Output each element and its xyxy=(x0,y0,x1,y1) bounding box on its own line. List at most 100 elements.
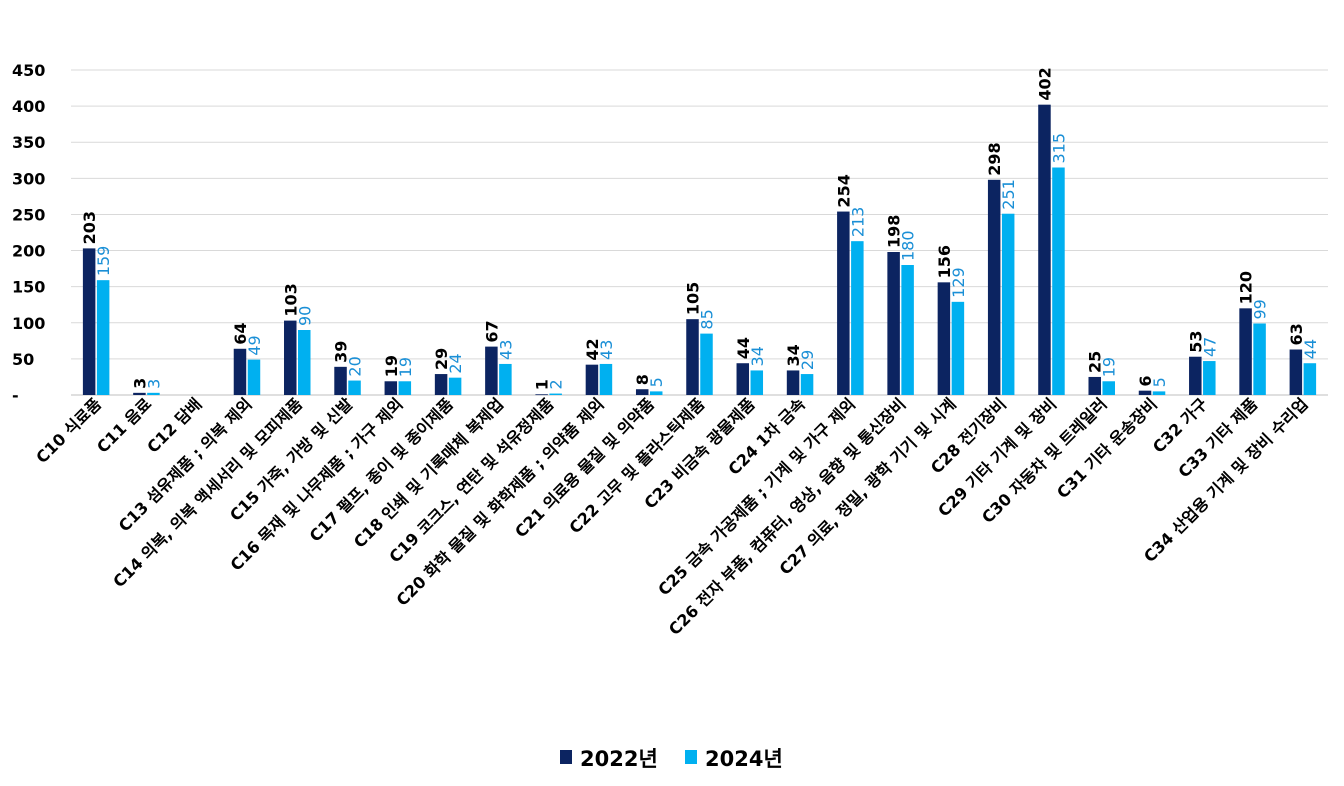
data-label: 3 xyxy=(144,379,163,389)
bar-2022년 xyxy=(334,366,347,395)
x-tick-label: C26 전자 부품, 컴퓨터, 영상, 음향 및 통신장비 xyxy=(665,394,909,638)
legend-swatch xyxy=(685,750,697,764)
y-axis-ticks: - 50 100 150 200 250 300 350 400 450 xyxy=(12,61,45,405)
bar-2024년 xyxy=(1303,363,1317,395)
bar-2022년 xyxy=(233,348,247,395)
data-label: 254 xyxy=(834,174,853,207)
bar-2024년 xyxy=(1052,167,1065,395)
bar-2022년 xyxy=(937,282,951,395)
data-label: 47 xyxy=(1200,337,1219,357)
legend-swatch xyxy=(560,750,572,764)
y-tick-label: 150 xyxy=(12,278,45,297)
y-tick-label: 50 xyxy=(12,350,34,369)
bar-2022년 xyxy=(485,346,498,395)
bar-2022년 xyxy=(1088,376,1101,395)
data-label: 29 xyxy=(432,348,451,370)
bar-2024년 xyxy=(96,280,110,395)
data-label: 2 xyxy=(547,379,566,389)
data-label: 29 xyxy=(798,350,817,370)
data-label: 6 xyxy=(1136,376,1155,387)
data-label: 39 xyxy=(332,341,351,363)
data-label: 64 xyxy=(231,323,250,345)
y-tick-label: 350 xyxy=(12,133,45,152)
bar-2024년 xyxy=(901,265,914,395)
bar-2022년 xyxy=(1239,308,1252,395)
y-tick-label: - xyxy=(12,386,19,405)
bar-2024년 xyxy=(1152,391,1166,395)
data-label: 298 xyxy=(985,142,1004,175)
data-label: 203 xyxy=(80,211,99,244)
data-label: 85 xyxy=(698,309,717,329)
data-label: 159 xyxy=(94,246,113,277)
y-tick-label: 250 xyxy=(12,205,45,224)
data-label: 1 xyxy=(533,379,552,390)
data-label: 43 xyxy=(496,340,515,360)
gridlines xyxy=(71,69,1328,396)
data-label: 120 xyxy=(1237,271,1256,304)
bar-2024년 xyxy=(951,301,965,395)
data-label: 180 xyxy=(899,230,918,261)
bar-2022년 xyxy=(887,252,900,395)
bar-2022년 xyxy=(434,374,448,395)
data-label: 90 xyxy=(295,306,314,326)
bar-2022년 xyxy=(1138,390,1152,395)
bar-2022년 xyxy=(987,179,1001,395)
bar-2022년 xyxy=(1289,349,1303,395)
data-label: 49 xyxy=(245,335,264,355)
bar-2024년 xyxy=(1253,323,1266,395)
data-label: 103 xyxy=(281,283,300,316)
bar-2022년 xyxy=(284,320,297,395)
data-label: 20 xyxy=(346,356,365,376)
bar-2024년 xyxy=(247,359,261,395)
bar-2024년 xyxy=(800,374,814,395)
bar-2022년 xyxy=(837,211,850,395)
data-label: 43 xyxy=(597,340,616,360)
bar-2022년 xyxy=(585,364,599,395)
bar-2022년 xyxy=(535,394,548,396)
data-label: 129 xyxy=(949,267,968,298)
data-label: 19 xyxy=(1100,357,1119,377)
bar-2022년 xyxy=(686,319,699,395)
data-label: 251 xyxy=(999,179,1018,210)
bar-2024년 xyxy=(499,363,512,395)
data-label: 34 xyxy=(748,346,767,366)
bar-2022년 xyxy=(635,389,649,395)
data-label: 156 xyxy=(935,245,954,278)
bar-2024년 xyxy=(851,241,864,395)
bar-2024년 xyxy=(1001,213,1015,395)
bar-2022년 xyxy=(133,392,146,395)
bar-2022년 xyxy=(82,248,96,395)
data-label: 44 xyxy=(734,337,753,359)
legend: 2022년 2024년 xyxy=(560,747,783,771)
bar-2022년 xyxy=(786,370,800,395)
data-label: 402 xyxy=(1035,67,1054,100)
bar-2024년 xyxy=(750,370,764,395)
data-label: 198 xyxy=(885,215,904,248)
legend-label: 2022년 xyxy=(580,747,658,771)
data-label: 63 xyxy=(1287,323,1306,345)
data-label: 315 xyxy=(1049,133,1068,164)
data-label: 25 xyxy=(1086,351,1105,373)
bar-2024년 xyxy=(1102,381,1115,395)
bar-2024년 xyxy=(599,363,613,395)
bar-2022년 xyxy=(736,363,750,395)
data-label: 213 xyxy=(848,207,867,238)
y-tick-label: 300 xyxy=(12,169,45,188)
bar-2024년 xyxy=(348,380,361,395)
data-label: 44 xyxy=(1301,339,1320,359)
y-tick-label: 100 xyxy=(12,314,45,333)
data-label: 99 xyxy=(1251,299,1270,319)
bar-2024년 xyxy=(147,392,160,395)
data-label: 34 xyxy=(784,344,803,366)
data-label: 19 xyxy=(396,357,415,377)
bar-2024년 xyxy=(700,333,713,395)
bars xyxy=(82,104,1317,396)
data-label: 53 xyxy=(1186,330,1205,352)
data-label: 42 xyxy=(583,338,602,360)
data-label: 5 xyxy=(647,377,666,387)
bar-2024년 xyxy=(298,330,311,395)
bar-2022년 xyxy=(1189,356,1202,395)
